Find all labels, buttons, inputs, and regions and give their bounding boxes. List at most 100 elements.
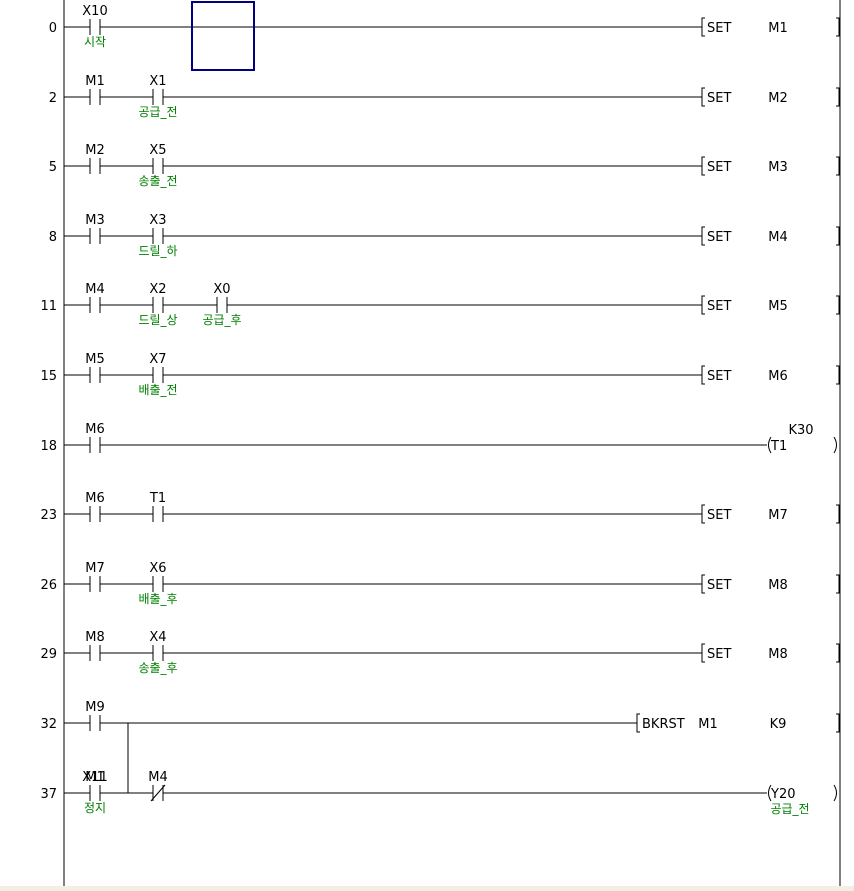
- contact[interactable]: M6: [85, 422, 105, 453]
- instruction-operand: M3: [768, 160, 788, 175]
- coil-left-arc: [768, 436, 772, 454]
- contact[interactable]: X7 배출_전: [138, 352, 177, 397]
- contact[interactable]: X4 송출_후: [138, 630, 177, 675]
- contact-device-label: M1: [85, 770, 105, 785]
- instruction-block[interactable]: SET M8: [701, 643, 840, 663]
- instruction-block[interactable]: SET M7: [701, 504, 840, 524]
- coil-device-label: Y20: [770, 787, 795, 802]
- rung[interactable]: 2 M1 X1 공급_전 SET M2: [49, 74, 840, 119]
- instruction-block[interactable]: SET M4: [701, 226, 840, 246]
- contact-device-label: X7: [149, 352, 166, 367]
- instruction-operand: M1: [698, 717, 718, 732]
- contact[interactable]: X10 시작: [82, 4, 107, 49]
- left-bracket: [701, 226, 705, 246]
- contact[interactable]: X11 정지: [82, 770, 107, 815]
- contact[interactable]: X2 드릴_상: [138, 282, 177, 327]
- instruction-block[interactable]: SET M1: [701, 17, 840, 37]
- left-bracket: [701, 17, 705, 37]
- contact[interactable]: M1: [85, 770, 105, 801]
- rung[interactable]: 32 M9 X11 정지 BKRST M1 K9: [40, 700, 840, 815]
- contact[interactable]: M9: [85, 700, 105, 731]
- contact[interactable]: M2: [85, 143, 105, 174]
- contact-device-label: T1: [149, 491, 166, 506]
- contact-device-label: X3: [149, 213, 166, 228]
- right-bracket: [836, 713, 840, 733]
- instruction-block[interactable]: SET M2: [701, 87, 840, 107]
- coil-device-label: T1: [770, 439, 787, 454]
- rung[interactable]: 5 M2 X5 송출_전 SET M3: [49, 143, 840, 188]
- instruction-block[interactable]: BKRST M1 K9: [636, 713, 840, 733]
- contact-device-label: M4: [85, 282, 105, 297]
- instruction-op: SET: [707, 508, 731, 523]
- rung[interactable]: 26 M7 X6 배출_후 SET M8: [40, 561, 840, 606]
- right-bracket: [836, 226, 840, 246]
- right-bracket: [836, 87, 840, 107]
- contact-comment: 공급_전: [138, 105, 177, 119]
- contact-device-label: M7: [85, 561, 105, 576]
- contact[interactable]: M7: [85, 561, 105, 592]
- rung[interactable]: 23 M6 T1 SET M7: [40, 491, 840, 524]
- contact-device-label: M8: [85, 630, 105, 645]
- contact-device-label: X0: [213, 282, 230, 297]
- step-number: 18: [40, 439, 57, 454]
- contact[interactable]: M1: [85, 74, 105, 105]
- right-bracket: [836, 643, 840, 663]
- rung[interactable]: 15 M5 X7 배출_전 SET M6: [40, 352, 840, 397]
- step-number: 26: [40, 578, 57, 593]
- contact-device-label: M1: [85, 74, 105, 89]
- contact[interactable]: M4: [85, 282, 105, 313]
- instruction-operand: M7: [768, 508, 788, 523]
- instruction-operand: M8: [768, 647, 788, 662]
- right-bracket: [836, 574, 840, 594]
- contact-comment: 송출_전: [138, 174, 177, 188]
- right-bracket: [836, 365, 840, 385]
- contact[interactable]: M5: [85, 352, 105, 383]
- contact-device-label: M4: [148, 770, 168, 785]
- instruction-op: SET: [707, 369, 731, 384]
- step-number: 0: [49, 21, 57, 36]
- contact-comment: 송출_후: [138, 661, 177, 675]
- instruction-op: SET: [707, 299, 731, 314]
- step-number: 37: [40, 787, 57, 802]
- left-bracket: [701, 87, 705, 107]
- instruction-block[interactable]: SET M3: [701, 156, 840, 176]
- instruction-block[interactable]: SET M6: [701, 365, 840, 385]
- rung[interactable]: 11 M4 X2 드릴_상 X0 공급_후 SET M5: [40, 282, 840, 327]
- contact-nc-slash: [150, 784, 166, 802]
- contact[interactable]: X6 배출_후: [138, 561, 177, 606]
- contact[interactable]: T1: [149, 491, 166, 522]
- rung[interactable]: 8 M3 X3 드릴_하 SET M4: [49, 213, 840, 258]
- contact[interactable]: M8: [85, 630, 105, 661]
- contact[interactable]: X3 드릴_하: [138, 213, 177, 258]
- contact-device-label: M3: [85, 213, 105, 228]
- cell-cursor[interactable]: [191, 1, 255, 71]
- contact-device-label: X11: [82, 770, 107, 785]
- step-number: 32: [40, 717, 57, 732]
- coil-left-arc: [768, 784, 772, 802]
- contact[interactable]: X1 공급_전: [138, 74, 177, 119]
- instruction-block[interactable]: SET M8: [701, 574, 840, 594]
- contact[interactable]: X5 송출_전: [138, 143, 177, 188]
- instruction-operand: M8: [768, 578, 788, 593]
- contact-comment: 드릴_상: [138, 313, 177, 327]
- instruction-operand: M1: [768, 21, 788, 36]
- contact-device-label: M2: [85, 143, 105, 158]
- rung[interactable]: 29 M8 X4 송출_후 SET M8: [40, 630, 840, 675]
- instruction-operand: M5: [768, 299, 788, 314]
- contact[interactable]: M6: [85, 491, 105, 522]
- step-number: 29: [40, 647, 57, 662]
- rung[interactable]: 0 X10 시작 SET M1: [49, 4, 840, 49]
- step-number: 2: [49, 91, 57, 106]
- coil-right-arc: [833, 784, 837, 802]
- contact[interactable]: M4: [148, 770, 168, 802]
- contact[interactable]: M3: [85, 213, 105, 244]
- right-bracket: [836, 295, 840, 315]
- instruction-block[interactable]: SET M5: [701, 295, 840, 315]
- step-number: 8: [49, 230, 57, 245]
- contact[interactable]: X0 공급_후: [202, 282, 241, 327]
